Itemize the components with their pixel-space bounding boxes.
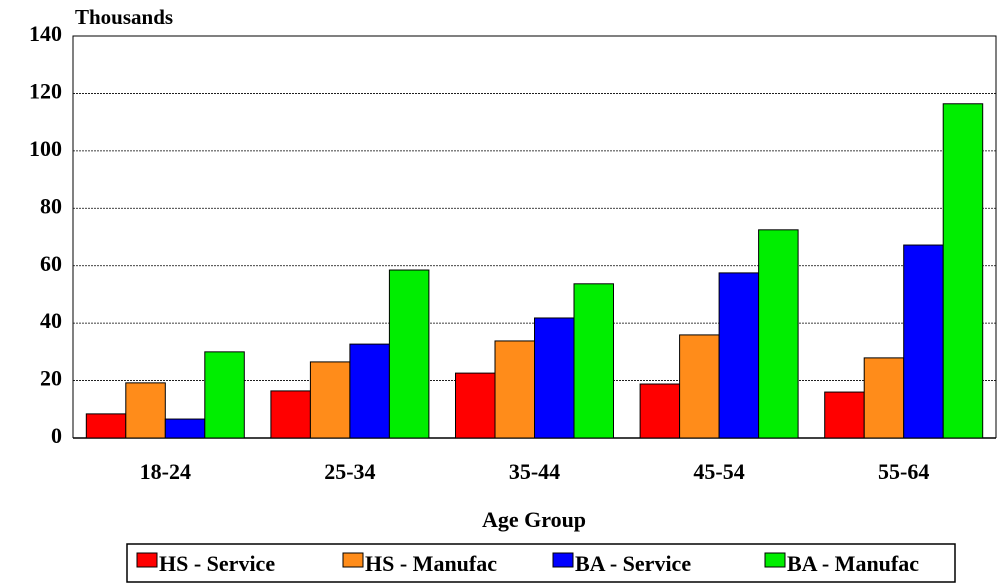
bar <box>309 361 351 439</box>
legend-swatch <box>764 552 786 568</box>
legend-label: HS - Service <box>159 551 275 576</box>
y-tick-label: 60 <box>40 251 62 276</box>
bar <box>388 269 430 439</box>
legend-swatch <box>552 552 574 568</box>
y-tick-label: 0 <box>51 423 62 448</box>
x-tick-label: 55-64 <box>878 459 929 484</box>
x-axis-label: Age Group <box>482 507 586 532</box>
y-tick-label: 40 <box>40 308 62 333</box>
legend-box <box>126 543 956 583</box>
legend-label: BA - Manufac <box>787 551 919 576</box>
y-tick-label: 20 <box>40 366 62 391</box>
y-axis-label: Thousands <box>75 5 173 29</box>
y-tick-label: 100 <box>29 136 62 161</box>
bar <box>204 351 245 439</box>
x-tick-label: 35-44 <box>509 459 560 484</box>
legend-label: HS - Manufac <box>365 551 497 576</box>
legend-label: BA - Service <box>575 551 691 576</box>
bar <box>573 283 614 439</box>
bar <box>639 383 681 439</box>
bar <box>349 343 390 439</box>
bar <box>125 382 166 439</box>
bar <box>942 103 984 439</box>
x-tick-label: 18-24 <box>140 459 191 484</box>
bar <box>903 244 944 439</box>
bar <box>718 272 760 439</box>
bar <box>85 413 127 439</box>
bar <box>824 391 865 439</box>
y-tick-label: 140 <box>29 21 62 46</box>
bar <box>863 357 905 439</box>
y-tick-label: 80 <box>40 193 62 218</box>
bar <box>164 418 206 439</box>
bar <box>270 390 311 439</box>
bar <box>494 340 535 439</box>
x-tick-label: 25-34 <box>324 459 375 484</box>
x-tick-label: 45-54 <box>693 459 744 484</box>
bar <box>758 229 799 439</box>
bar <box>679 334 720 439</box>
legend-swatch <box>342 552 364 568</box>
bar <box>455 372 496 439</box>
y-tick-label: 120 <box>29 78 62 103</box>
bar <box>534 317 575 439</box>
legend-swatch <box>136 552 158 568</box>
plot-frame <box>72 35 997 438</box>
